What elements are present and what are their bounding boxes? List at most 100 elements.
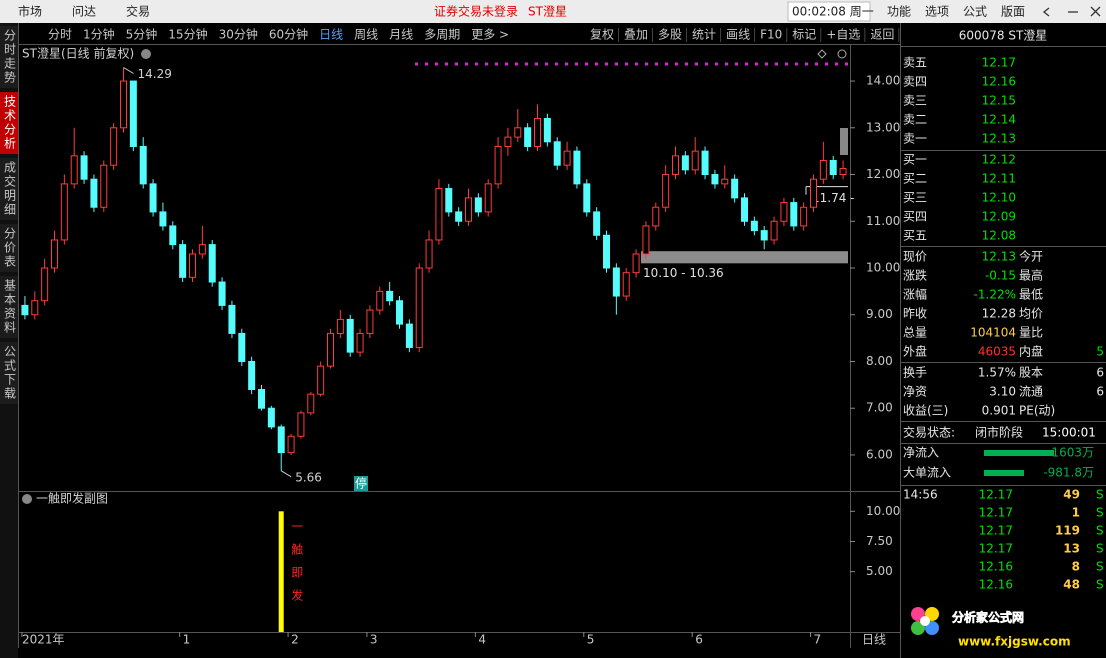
period-button[interactable]: 月线 — [389, 28, 413, 42]
y-tick-label: 8.00 — [866, 354, 893, 368]
book-label: 买四 — [903, 210, 927, 224]
watermark: 分析家公式网 www.fxjgsw.com — [911, 607, 1071, 649]
back-button[interactable] — [1042, 7, 1050, 17]
tool-button[interactable]: F10 — [760, 28, 782, 42]
period-button[interactable]: 更多 > — [471, 28, 509, 42]
stat-value: 5 — [1096, 345, 1104, 359]
book-price: 12.17 — [982, 56, 1016, 70]
tool-icon[interactable] — [837, 49, 847, 59]
menu-item[interactable]: 市场 — [18, 4, 42, 19]
tool-button[interactable]: 标记 — [792, 28, 816, 42]
stat-value: 46035 — [978, 345, 1016, 359]
menu-item[interactable]: 版面 — [1001, 5, 1025, 19]
tool-button[interactable]: 画线 — [726, 28, 750, 42]
candle-body — [819, 160, 827, 180]
candle-body — [129, 80, 137, 147]
period-button[interactable]: 分时 — [48, 28, 72, 42]
stat-label: 收益(三) — [903, 404, 948, 418]
close-button[interactable] — [1090, 6, 1101, 17]
title-menu-icon[interactable] — [141, 49, 151, 59]
trade-price: 12.16 — [979, 578, 1013, 592]
tool-button[interactable]: 统计 — [692, 28, 716, 42]
candle-body — [159, 211, 167, 227]
candle-body — [750, 220, 758, 232]
tool-button[interactable]: 返回 — [870, 28, 894, 42]
trade-price: 12.17 — [979, 524, 1013, 538]
book-price: 12.13 — [982, 132, 1016, 146]
candle-body — [228, 304, 236, 334]
y-tick-label: 13.00 — [866, 120, 900, 134]
period-button[interactable]: 多周期 — [424, 28, 460, 42]
book-label: 卖一 — [903, 132, 927, 146]
y-tick-label: 14.00 — [866, 74, 900, 88]
tool-button[interactable]: 叠加 — [624, 28, 648, 42]
stat-label: 均价 — [1019, 307, 1043, 321]
period-button[interactable]: 周线 — [354, 28, 378, 42]
low-label: 5.66 — [295, 470, 322, 484]
candle-body — [494, 145, 502, 185]
status-label: 交易状态: — [903, 425, 955, 440]
candle-body — [149, 183, 157, 213]
flow-value: -981.8万 — [1043, 466, 1094, 480]
menu-item[interactable]: 交易 — [126, 4, 150, 19]
book-label: 卖四 — [903, 75, 927, 89]
trade-time: 14:56 — [903, 488, 938, 502]
y-tick-label: 7.00 — [866, 401, 893, 415]
side-tab[interactable] — [0, 224, 18, 272]
bar — [278, 511, 284, 632]
period-button[interactable]: 1分钟 — [83, 27, 115, 42]
low-pointer — [280, 470, 292, 478]
high-label: 14.29 — [138, 67, 172, 81]
side-tab-label: 技术分析 — [3, 95, 17, 151]
series-label: 一触即发 — [290, 520, 304, 612]
candle-body — [603, 234, 610, 269]
period-button[interactable]: 5分钟 — [126, 27, 158, 42]
book-label: 卖二 — [903, 113, 927, 127]
side-tab[interactable] — [0, 26, 18, 88]
tool-button[interactable]: 复权 — [590, 28, 614, 42]
candle-body — [356, 332, 364, 353]
stat-value: 1.57% — [978, 366, 1016, 380]
candle-body — [405, 323, 413, 348]
chart-title: ST澄星(日线 前复权) — [22, 46, 134, 61]
tool-icon[interactable] — [817, 49, 827, 59]
period-button[interactable]: 15分钟 — [168, 27, 207, 42]
period-button[interactable]: 日线 — [319, 28, 343, 42]
side-tab[interactable] — [0, 92, 18, 154]
y-tick-label: 10.00 — [866, 504, 900, 518]
tool-button[interactable]: 多股 — [658, 28, 682, 42]
candle-body — [711, 174, 719, 185]
candle-body — [139, 145, 147, 185]
window-controls — [1042, 6, 1101, 17]
menu-item[interactable]: 问达 — [72, 5, 96, 19]
candle-body — [120, 80, 127, 129]
menu-item[interactable]: 功能 — [887, 5, 911, 19]
candle-body — [80, 155, 88, 180]
book-price: 12.12 — [982, 153, 1016, 167]
period-button[interactable]: 60分钟 — [269, 27, 308, 42]
candle-body — [691, 150, 699, 171]
tool-button[interactable]: +自选 — [826, 28, 860, 42]
candle-body — [297, 412, 305, 437]
book-price: 12.15 — [982, 94, 1016, 108]
stat-value: 6 — [1096, 385, 1104, 399]
trade-volume: 49 — [1063, 488, 1080, 502]
candle-body — [800, 206, 808, 227]
candle-body — [100, 164, 108, 208]
candle-body — [790, 202, 798, 227]
candle-body — [208, 244, 216, 283]
side-tab[interactable] — [0, 342, 18, 404]
side-tab[interactable] — [0, 158, 18, 220]
candle-body — [504, 136, 512, 147]
side-tab[interactable] — [0, 276, 18, 338]
candle-body — [760, 230, 768, 241]
sub-menu-icon[interactable] — [22, 494, 32, 504]
menu-item[interactable]: 公式 — [963, 5, 987, 19]
menu-item[interactable]: 选项 — [925, 5, 949, 19]
book-label: 买二 — [903, 172, 927, 186]
candle-body — [435, 188, 443, 241]
candle-body — [622, 272, 630, 297]
logo-center — [920, 616, 930, 626]
candle-body — [701, 150, 709, 176]
period-button[interactable]: 30分钟 — [219, 27, 258, 42]
